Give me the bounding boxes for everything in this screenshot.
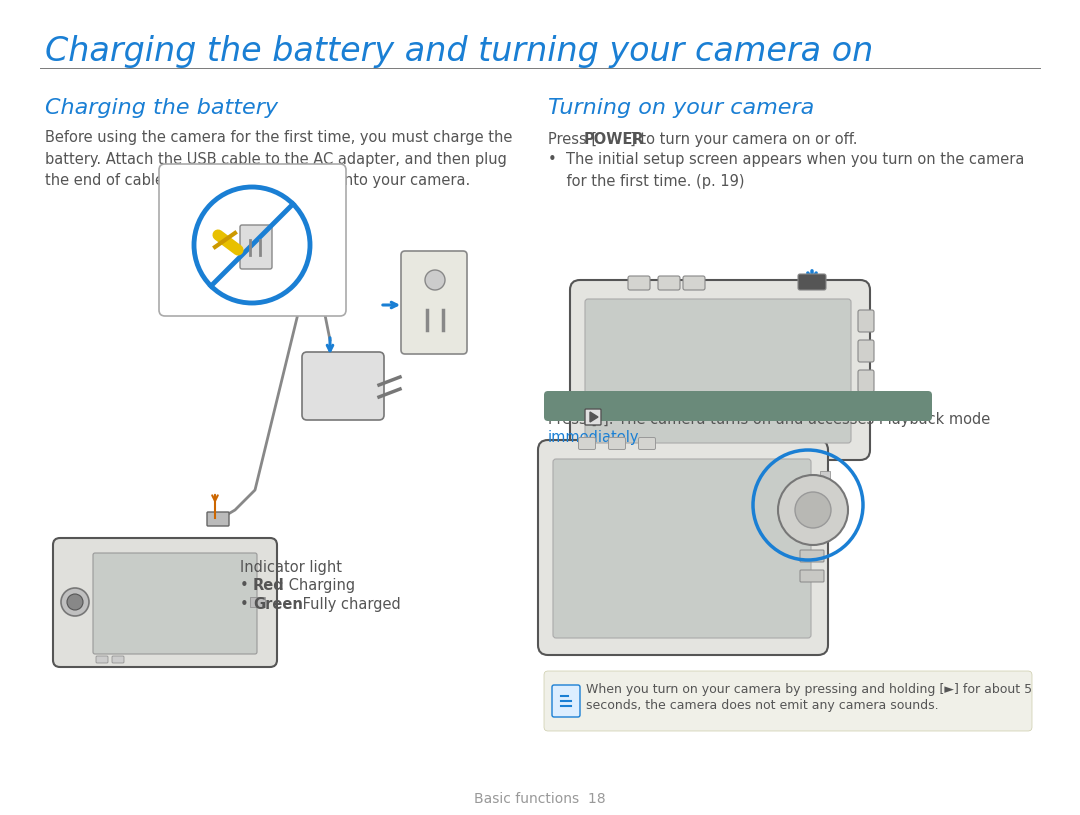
Text: seconds, the camera does not emit any camera sounds.: seconds, the camera does not emit any ca…	[586, 699, 939, 712]
FancyBboxPatch shape	[858, 370, 874, 392]
Text: When you turn on your camera by pressing and holding [►] for about 5: When you turn on your camera by pressing…	[586, 683, 1032, 696]
FancyBboxPatch shape	[658, 276, 680, 290]
Text: : Fully charged: : Fully charged	[293, 597, 401, 612]
Text: Indicator light: Indicator light	[240, 560, 342, 575]
Text: Turning on your camera in Playback mode: Turning on your camera in Playback mode	[556, 399, 870, 412]
Text: Press [: Press [	[548, 412, 597, 427]
Text: •: •	[240, 578, 254, 593]
FancyBboxPatch shape	[93, 553, 257, 654]
FancyBboxPatch shape	[627, 276, 650, 290]
FancyBboxPatch shape	[683, 276, 705, 290]
FancyBboxPatch shape	[858, 340, 874, 362]
FancyBboxPatch shape	[552, 685, 580, 717]
FancyBboxPatch shape	[579, 438, 595, 450]
FancyBboxPatch shape	[302, 352, 384, 420]
Bar	[249, 597, 265, 607]
Circle shape	[778, 475, 848, 545]
Bar	[820, 491, 831, 505]
FancyBboxPatch shape	[544, 671, 1032, 731]
Text: immediately.: immediately.	[548, 430, 643, 445]
Circle shape	[60, 588, 89, 616]
FancyBboxPatch shape	[207, 512, 229, 526]
FancyBboxPatch shape	[798, 274, 826, 290]
Text: Charging the battery and turning your camera on: Charging the battery and turning your ca…	[45, 36, 874, 68]
Polygon shape	[590, 412, 598, 422]
FancyBboxPatch shape	[112, 656, 124, 663]
FancyBboxPatch shape	[401, 251, 467, 354]
FancyBboxPatch shape	[585, 409, 600, 425]
Text: •: •	[240, 597, 254, 612]
Circle shape	[67, 594, 83, 610]
Text: •  The initial setup screen appears when you turn on the camera
    for the firs: • The initial setup screen appears when …	[548, 152, 1024, 188]
Text: : Charging: : Charging	[279, 578, 355, 593]
FancyBboxPatch shape	[638, 438, 656, 450]
Bar	[820, 471, 831, 485]
FancyBboxPatch shape	[800, 550, 824, 562]
Text: Before using the camera for the first time, you must charge the
battery. Attach : Before using the camera for the first ti…	[45, 130, 512, 188]
FancyBboxPatch shape	[240, 225, 272, 269]
FancyBboxPatch shape	[553, 459, 811, 638]
Text: Press [: Press [	[548, 132, 597, 147]
FancyBboxPatch shape	[608, 438, 625, 450]
Text: Green: Green	[253, 597, 302, 612]
Text: POWER: POWER	[584, 132, 645, 147]
Text: ] to turn your camera on or off.: ] to turn your camera on or off.	[630, 132, 858, 147]
Text: Turning on your camera: Turning on your camera	[548, 98, 814, 118]
Circle shape	[426, 270, 445, 290]
FancyBboxPatch shape	[585, 299, 851, 443]
FancyBboxPatch shape	[538, 440, 828, 655]
Text: Basic functions  18: Basic functions 18	[474, 792, 606, 806]
FancyBboxPatch shape	[96, 656, 108, 663]
Text: ]. The camera turns on and accesses Playback mode: ]. The camera turns on and accesses Play…	[603, 412, 990, 427]
FancyBboxPatch shape	[544, 391, 932, 421]
Text: Red: Red	[253, 578, 285, 593]
FancyBboxPatch shape	[570, 280, 870, 460]
FancyBboxPatch shape	[53, 538, 276, 667]
FancyBboxPatch shape	[858, 310, 874, 332]
FancyBboxPatch shape	[159, 164, 346, 316]
FancyBboxPatch shape	[800, 570, 824, 582]
Text: Charging the battery: Charging the battery	[45, 98, 278, 118]
Circle shape	[795, 492, 831, 528]
